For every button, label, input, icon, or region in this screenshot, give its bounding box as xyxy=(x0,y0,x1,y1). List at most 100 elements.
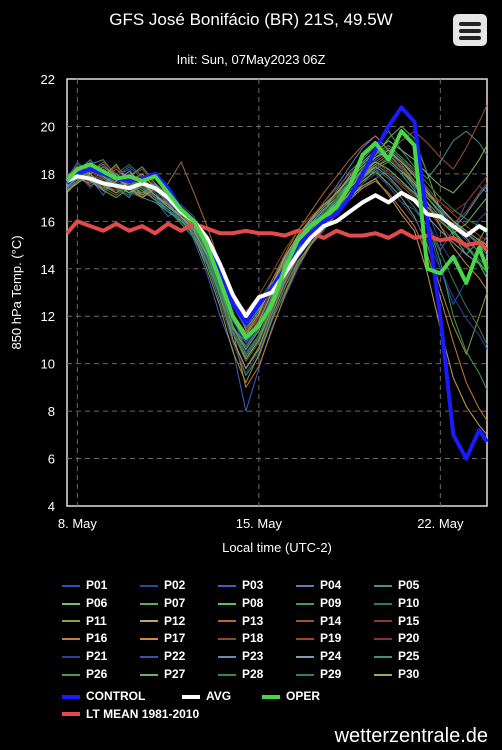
legend-item: P05 xyxy=(374,578,419,592)
legend-label: P28 xyxy=(242,667,264,681)
legend-swatch xyxy=(296,602,314,605)
legend-label: P10 xyxy=(398,595,420,610)
legend-label: P20 xyxy=(398,631,420,646)
legend-item: P04 xyxy=(296,578,341,592)
legend-swatch xyxy=(62,638,80,641)
y-tick-label: 6 xyxy=(48,452,55,467)
legend-item: P29 xyxy=(296,667,341,681)
legend-label: P22 xyxy=(164,649,186,664)
series-line-p16 xyxy=(66,173,488,421)
legend-item: P24 xyxy=(296,649,341,663)
x-tick-label: 8. May xyxy=(58,516,98,531)
chart-subtitle: Init: Sun, 07May2023 06Z xyxy=(176,52,326,67)
legend-item: P01 xyxy=(62,578,107,592)
legend-label: P07 xyxy=(164,595,186,610)
legend-swatch xyxy=(140,602,158,605)
legend-label: P14 xyxy=(320,613,342,628)
y-tick-label: 14 xyxy=(41,262,55,277)
legend-swatch xyxy=(374,602,392,605)
legend-swatch xyxy=(262,694,280,699)
legend-label: P03 xyxy=(242,578,264,592)
brand-logo-text: wetterzentrale.de xyxy=(334,725,488,747)
legend-label: P25 xyxy=(398,649,420,664)
legend-label: P15 xyxy=(398,613,420,628)
legend-label: P30 xyxy=(398,667,420,681)
y-tick-label: 8 xyxy=(48,404,55,419)
legend-swatch xyxy=(218,638,236,641)
legend-item: P20 xyxy=(374,631,419,645)
legend-swatch xyxy=(374,638,392,641)
legend-swatch xyxy=(182,694,200,699)
legend-swatch xyxy=(62,602,80,605)
legend-label: P11 xyxy=(86,613,107,628)
legend-item: P15 xyxy=(374,614,419,628)
y-tick-label: 12 xyxy=(41,309,55,324)
legend-label: P06 xyxy=(86,595,108,610)
y-tick-label: 4 xyxy=(48,499,55,514)
legend-label: P09 xyxy=(320,595,342,610)
legend-item: P17 xyxy=(140,631,185,645)
legend-label: P17 xyxy=(164,631,186,646)
legend: P01 P02 P03 P04 P05 P06 P07 P08 P09 P10 P11 P12 P13 P… xyxy=(0,570,502,730)
legend-swatch xyxy=(218,620,236,623)
legend-swatch xyxy=(62,584,80,587)
legend-item: P07 xyxy=(140,596,185,610)
legend-swatch xyxy=(296,584,314,587)
legend-swatch xyxy=(218,602,236,605)
y-tick-label: 20 xyxy=(41,119,55,134)
chart-title: GFS José Bonifácio (BR) 21S, 49.5W xyxy=(109,10,393,29)
hamburger-menu-icon[interactable] xyxy=(453,14,487,46)
series-line-lt-mean-1981-2010 xyxy=(65,219,489,252)
legend-item: P30 xyxy=(374,667,419,681)
legend-swatch xyxy=(62,694,80,699)
legend-item: LT MEAN 1981-2010 xyxy=(62,707,199,721)
legend-swatch xyxy=(374,584,392,587)
legend-label: P04 xyxy=(320,578,342,592)
legend-item: P06 xyxy=(62,596,107,610)
legend-swatch xyxy=(140,638,158,641)
legend-item: P21 xyxy=(62,649,107,663)
legend-item: P12 xyxy=(140,614,185,628)
legend-swatch xyxy=(62,712,80,717)
legend-item: P18 xyxy=(218,631,263,645)
legend-label: P12 xyxy=(164,613,186,628)
legend-item: P08 xyxy=(218,596,263,610)
legend-label: P18 xyxy=(242,631,264,646)
legend-swatch xyxy=(296,620,314,623)
legend-label: P19 xyxy=(320,631,342,646)
legend-item: P10 xyxy=(374,596,419,610)
legend-item: P26 xyxy=(62,667,107,681)
y-tick-label: 22 xyxy=(41,72,55,87)
legend-item: P02 xyxy=(140,578,185,592)
legend-item: P13 xyxy=(218,614,263,628)
legend-swatch xyxy=(296,638,314,641)
legend-swatch xyxy=(374,673,392,676)
legend-label: P26 xyxy=(86,667,108,681)
legend-label: P21 xyxy=(86,649,108,664)
legend-swatch xyxy=(296,673,314,676)
chart: 4 6 8 10 12 14 16 18 20 22 8. May 15. May 22. May Loc… xyxy=(9,72,489,555)
legend-swatch xyxy=(62,656,80,659)
series-line-oper xyxy=(65,129,489,340)
y-axis-label: 850 hPa Temp. (°C) xyxy=(9,235,24,349)
legend-item: OPER xyxy=(262,689,320,703)
legend-item: P25 xyxy=(374,649,419,663)
legend-item: P19 xyxy=(296,631,341,645)
legend-swatch xyxy=(140,620,158,623)
legend-item: P14 xyxy=(296,614,341,628)
legend-swatch xyxy=(140,673,158,676)
legend-item: P11 xyxy=(62,614,107,628)
legend-label: P02 xyxy=(164,578,186,592)
legend-label: LT MEAN 1981-2010 xyxy=(86,706,200,721)
legend-item: P16 xyxy=(62,631,107,645)
legend-item: P23 xyxy=(218,649,263,663)
legend-label: P29 xyxy=(320,667,342,681)
legend-label: P24 xyxy=(320,649,342,664)
legend-item: P27 xyxy=(140,667,185,681)
legend-label: P13 xyxy=(242,613,264,628)
y-tick-label: 18 xyxy=(41,167,55,182)
legend-label: P27 xyxy=(164,667,186,681)
legend-item: P03 xyxy=(218,578,263,592)
legend-label: CONTROL xyxy=(86,688,146,703)
legend-swatch xyxy=(374,656,392,659)
